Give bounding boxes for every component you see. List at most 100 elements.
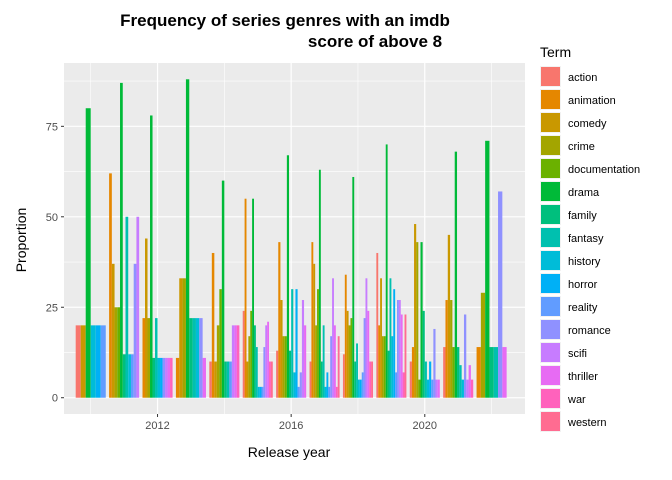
bar-2022-thriller [502,347,507,398]
bar-2020-action [409,361,412,398]
bar-2013-thriller [202,357,206,398]
legend-key-comedy [541,113,560,132]
bar-2010-action [75,325,81,398]
bar-2021-thriller [468,365,471,398]
bar-2014-fantasy [226,361,230,398]
bar-2021-scifi [466,379,469,398]
legend-key-war [541,389,560,408]
bar-2012-romance [162,357,166,398]
bar-2018-war [369,361,372,398]
bar-2018-comedy [346,310,349,398]
bar-2011-crime [114,307,118,398]
legend-key-horror [541,274,560,293]
bar-2016-drama [286,155,290,398]
bar-2017-fantasy [322,325,325,398]
bar-2017-scifi [332,278,334,398]
bar-2015-thriller [267,321,270,398]
bar-2016-family [289,350,292,398]
bar-2020-fantasy [424,361,427,398]
bar-2021-action [443,347,446,398]
bar-2019-animation [378,325,381,398]
legend-key-drama [541,182,560,201]
bar-2019-documentation [383,336,386,398]
bar-2011-comedy [111,263,115,398]
legend-key-crime [541,136,560,155]
bar-2021-history [461,379,464,398]
chart-title-line-2: score of above 8 [308,32,442,51]
bar-2018-drama [352,176,355,398]
bar-2015-action [242,310,245,398]
bar-2017-crime [315,325,318,398]
bar-2019-war [402,372,405,398]
bar-2019-reality [395,372,398,398]
bar-2017-horror [326,372,329,398]
bar-2012-scifi [165,357,168,398]
bar-2019-scifi [398,300,401,398]
bar-2019-thriller [400,314,403,398]
bar-2022-romance [498,191,503,398]
bar-2021-drama [454,151,458,398]
legend-label-animation: animation [568,95,616,107]
legend-label-scifi: scifi [568,348,587,360]
bar-2015-scifi [265,325,268,398]
legend-key-thriller [541,366,560,385]
bar-2017-thriller [333,325,336,398]
bar-2017-drama [318,169,321,398]
bar-2011-animation [109,173,112,398]
bar-2017-comedy [313,263,316,398]
bar-2021-romance [463,314,467,398]
bar-2019-crime [381,336,384,398]
bar-2022-fantasy [493,347,499,398]
bar-2012-family [152,357,156,398]
bar-2013-romance [199,318,203,398]
bar-2013-crime [182,278,186,398]
bar-2012-fantasy [155,318,158,398]
bar-2013-family [189,318,193,398]
legend-label-drama: drama [568,187,600,199]
legend-label-fantasy: fantasy [568,233,604,245]
bar-2017-reality [328,386,331,398]
bar-2017-animation [311,242,314,398]
bar-2019-action [376,252,379,398]
legend-label-family: family [568,210,597,222]
bar-2014-scifi [231,325,235,398]
bar-2017-family [320,361,323,398]
bar-2021-war [470,379,474,398]
bar-2012-history [157,357,161,398]
bar-2020-scifi [435,379,438,398]
legend-key-action [541,67,560,86]
bar-2010-reality [100,325,106,398]
bar-2014-documentation [219,289,222,398]
legend-title: Term [540,44,571,60]
bar-2021-documentation [452,347,455,398]
bar-2010-horror [95,325,101,398]
bar-2015-crime [248,336,251,398]
bar-2014-thriller [234,325,237,398]
bar-2011-romance [133,263,137,398]
bar-2016-romance [299,372,302,398]
legend-key-documentation [541,159,560,178]
bar-2016-thriller [304,325,307,398]
bar-2012-war [170,357,173,398]
bar-2012-horror [160,357,163,398]
legend-label-reality: reality [568,302,598,314]
bar-2012-comedy [145,238,148,398]
bar-2022-drama [485,140,490,398]
bar-2011-scifi [136,216,140,398]
bar-2020-comedy [414,224,417,398]
bar-2019-fantasy [389,278,392,398]
bar-2014-animation [211,252,215,398]
legend-label-action: action [568,72,597,84]
bar-2016-crime [282,336,285,398]
bar-2019-horror [393,289,396,398]
y-tick-label: 50 [46,212,58,224]
y-axis: 0 25 50 75 [46,121,64,405]
bar-2016-animation [278,242,281,398]
bar-2014-war [236,325,240,398]
bar-2015-documentation [250,310,253,398]
bar-2021-comedy [447,234,451,398]
bar-2013-fantasy [192,318,196,398]
bar-2015-animation [244,198,247,398]
bar-2019-family [387,350,390,398]
